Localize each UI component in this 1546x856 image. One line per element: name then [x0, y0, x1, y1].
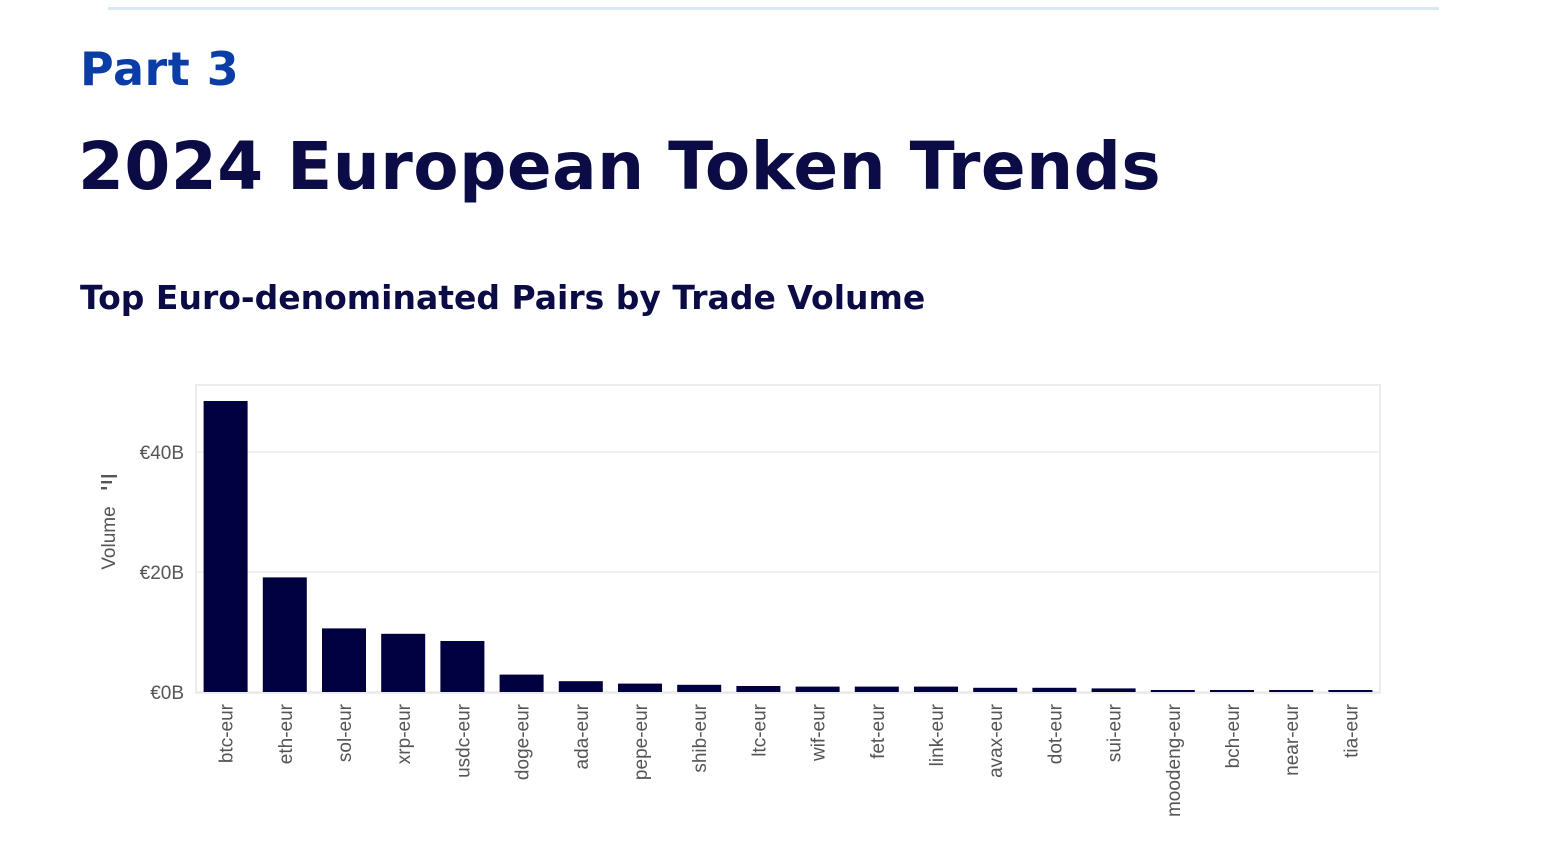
bar-sol-eur[interactable]	[322, 628, 366, 692]
x-tick-label: btc-eur	[217, 703, 238, 763]
x-tick-label: tia-eur	[1341, 703, 1362, 758]
x-tick-label: shib-eur	[690, 703, 711, 772]
page-title: 2024 European Token Trends	[78, 128, 1162, 205]
part-label: Part 3	[80, 42, 240, 96]
x-tick-label: moodeng-eur	[1164, 703, 1185, 817]
x-axis-ticks: btc-eur eth-eur sol-eur xrp-eur usdc-eur doge…	[217, 703, 1363, 817]
x-tick-label: fet-eur	[868, 703, 889, 759]
bar-moodeng-eur[interactable]	[1150, 690, 1195, 692]
bar-btc-eur[interactable]	[203, 401, 248, 692]
bar-link-eur[interactable]	[914, 686, 958, 692]
x-tick-label: dot-eur	[1045, 703, 1066, 764]
plot-area	[195, 384, 1381, 694]
x-tick-label: usdc-eur	[453, 703, 474, 778]
top-divider	[108, 7, 1439, 10]
x-tick-label: doge-eur	[513, 703, 534, 780]
bar-eth-eur[interactable]	[262, 577, 307, 692]
x-tick-label: sol-eur	[335, 703, 356, 762]
x-tick-label: pepe-eur	[631, 703, 652, 780]
bar-dot-eur[interactable]	[1032, 687, 1077, 692]
bar-bch-eur[interactable]	[1210, 690, 1254, 692]
y-tick-label: €40B	[140, 443, 184, 464]
chart-title: Top Euro-denominated Pairs by Trade Volu…	[80, 278, 926, 317]
x-tick-label: wif-eur	[809, 703, 830, 762]
x-tick-label: avax-eur	[986, 703, 1007, 778]
bar-xrp-eur[interactable]	[381, 633, 426, 692]
x-tick-label: ltc-eur	[749, 703, 770, 756]
x-tick-label: sui-eur	[1105, 703, 1126, 762]
bar-tia-eur[interactable]	[1328, 690, 1373, 692]
bar-shib-eur[interactable]	[677, 684, 722, 692]
x-tick-label: eth-eur	[276, 703, 297, 764]
y-tick-label: €0B	[150, 683, 184, 704]
y-tick-label: €20B	[140, 563, 184, 584]
bars	[203, 401, 1373, 692]
bar-wif-eur[interactable]	[795, 686, 840, 692]
bar-doge-eur[interactable]	[499, 674, 544, 692]
bar-chart-icon	[101, 475, 117, 490]
y-axis-label: Volume	[99, 506, 120, 569]
x-tick-label: link-eur	[927, 703, 948, 766]
bar-fet-eur[interactable]	[854, 686, 899, 692]
x-tick-label: bch-eur	[1223, 703, 1244, 768]
bar-avax-eur[interactable]	[973, 687, 1018, 692]
bar-ltc-eur[interactable]	[736, 686, 781, 692]
bar-near-eur[interactable]	[1269, 690, 1314, 692]
bar-sui-eur[interactable]	[1091, 688, 1136, 692]
x-tick-label: near-eur	[1282, 703, 1303, 775]
bar-usdc-eur[interactable]	[440, 641, 485, 692]
bar-ada-eur[interactable]	[558, 681, 603, 692]
x-tick-label: xrp-eur	[394, 703, 415, 764]
bar-pepe-eur[interactable]	[618, 683, 662, 692]
y-axis-ticks: €0B €20B €40B	[140, 443, 184, 704]
x-tick-label: ada-eur	[572, 703, 593, 769]
